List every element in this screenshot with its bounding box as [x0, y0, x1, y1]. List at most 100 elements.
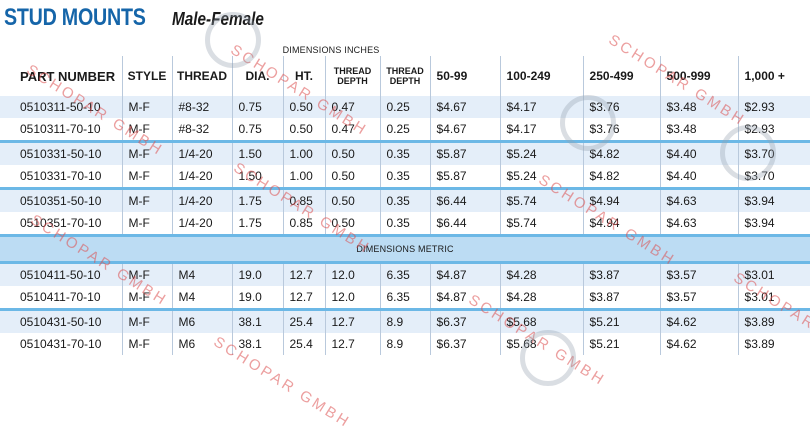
cell-ht: 0.50 [282, 96, 325, 118]
cell-thread: M4 [171, 286, 232, 310]
cell-ht: 1.00 [282, 140, 325, 165]
cell-price-250-499: $3.87 [582, 286, 661, 310]
cell-thread-depth-2: 6.35 [379, 262, 431, 286]
cell-price-1000-plus: $3.94 [737, 212, 810, 236]
cell-price-100-249: $5.68 [499, 308, 584, 333]
header-thread-depth-2: THREAD DEPTH [379, 56, 431, 96]
cell-thread-depth-1: 12.0 [324, 286, 380, 310]
cell-price-250-499: $5.21 [582, 333, 661, 355]
cell-price-500-999: $3.48 [659, 96, 739, 118]
header-style: STYLE [121, 56, 172, 96]
cell-price-500-999: $4.63 [659, 212, 739, 236]
cell-price-100-249: $4.17 [499, 118, 584, 142]
table-body: 0510311-50-10 M-F #8-32 0.75 0.50 0.47 0.25 $4.… [0, 96, 810, 355]
cell-part-number: 0510351-50-10 [0, 187, 122, 212]
cell-price-250-499: $4.94 [582, 212, 661, 236]
cell-thread-depth-1: 12.0 [324, 262, 380, 286]
cell-dia: 1.50 [231, 140, 283, 165]
header-thread-depth-1: THREAD DEPTH [324, 56, 380, 96]
cell-price-100-249: $5.24 [499, 165, 584, 189]
cell-price-1000-plus: $3.70 [737, 140, 810, 165]
cell-ht: 0.50 [282, 118, 325, 142]
cell-part-number: 0510311-70-10 [0, 118, 122, 142]
cell-ht: 1.00 [282, 165, 325, 189]
cell-thread: #8-32 [171, 118, 232, 142]
cell-price-250-499: $4.94 [582, 187, 661, 212]
cell-price-50-99: $6.37 [429, 308, 501, 333]
cell-price-50-99: $5.87 [429, 140, 501, 165]
cell-part-number: 0510411-70-10 [0, 286, 122, 310]
cell-thread-depth-1: 12.7 [324, 333, 380, 355]
cell-ht: 12.7 [282, 262, 325, 286]
cell-price-500-999: $3.48 [659, 118, 739, 142]
cell-dia: 19.0 [231, 286, 283, 310]
cell-part-number: 0510331-70-10 [0, 165, 122, 189]
cell-thread-depth-2: 0.25 [379, 118, 431, 142]
cell-price-500-999: $4.40 [659, 140, 739, 165]
cell-thread-depth-2: 8.9 [379, 333, 431, 355]
cell-price-500-999: $3.57 [659, 262, 739, 286]
header-price-500-999: 500-999 [659, 56, 739, 96]
header-part-number: PART NUMBER [20, 68, 116, 84]
dimensions-inches-label: DIMENSIONS INCHES [282, 45, 380, 55]
table-row: 0510411-50-10 M-F M4 19.0 12.7 12.0 6.35 $4.87 $… [0, 262, 810, 286]
cell-price-50-99: $5.87 [429, 165, 501, 189]
cell-price-50-99: $4.87 [429, 262, 501, 286]
title-main: STUD MOUNTS [4, 4, 146, 31]
cell-thread-depth-1: 0.50 [324, 140, 380, 165]
cell-price-1000-plus: $2.93 [737, 118, 810, 142]
cell-price-500-999: $4.63 [659, 187, 739, 212]
header-price-250-499: 250-499 [582, 56, 661, 96]
cell-style: M-F [121, 212, 172, 236]
cell-price-100-249: $4.28 [499, 286, 584, 310]
cell-style: M-F [121, 333, 172, 355]
cell-thread: #8-32 [171, 96, 232, 118]
header-price-1000-plus: 1,000 + [737, 56, 810, 96]
cell-price-250-499: $3.76 [582, 118, 661, 142]
cell-price-250-499: $4.82 [582, 165, 661, 189]
cell-thread: M6 [171, 308, 232, 333]
cell-dia: 19.0 [231, 262, 283, 286]
cell-price-250-499: $3.76 [582, 96, 661, 118]
cell-price-50-99: $4.67 [429, 118, 501, 142]
cell-dia: 1.75 [231, 187, 283, 212]
cell-thread-depth-1: 0.50 [324, 165, 380, 189]
cell-price-250-499: $3.87 [582, 262, 661, 286]
cell-ht: 12.7 [282, 286, 325, 310]
cell-price-1000-plus: $2.93 [737, 96, 810, 118]
cell-dia: 1.75 [231, 212, 283, 236]
dimensions-metric-label: DIMENSIONS METRIC [0, 234, 810, 264]
cell-thread: 1/4-20 [171, 165, 232, 189]
table-row: 0510331-50-10 M-F 1/4-20 1.50 1.00 0.50 0.35 $5… [0, 140, 810, 165]
cell-ht: 0.85 [282, 212, 325, 236]
header-row: PART NUMBER STYLE THREAD DIA. HT. THREAD… [0, 56, 810, 96]
cell-price-1000-plus: $3.89 [737, 308, 810, 333]
cell-dia: 0.75 [231, 118, 283, 142]
cell-price-100-249: $5.24 [499, 140, 584, 165]
cell-style: M-F [121, 118, 172, 142]
cell-thread: 1/4-20 [171, 212, 232, 236]
cell-price-500-999: $4.62 [659, 333, 739, 355]
cell-dia: 1.50 [231, 165, 283, 189]
table-row: 0510351-70-10 M-F 1/4-20 1.75 0.85 0.50 0.35 $6… [0, 212, 810, 236]
header-price-100-249: 100-249 [499, 56, 584, 96]
cell-thread-depth-1: 0.47 [324, 118, 380, 142]
cell-ht: 25.4 [282, 333, 325, 355]
cell-thread-depth-2: 8.9 [379, 308, 431, 333]
cell-price-100-249: $5.74 [499, 212, 584, 236]
cell-thread-depth-2: 0.35 [379, 212, 431, 236]
cell-thread-depth-1: 0.50 [324, 212, 380, 236]
cell-thread-depth-2: 0.35 [379, 140, 431, 165]
cell-thread-depth-1: 0.50 [324, 187, 380, 212]
cell-style: M-F [121, 262, 172, 286]
table-row: 0510311-50-10 M-F #8-32 0.75 0.50 0.47 0.25 $4.… [0, 96, 810, 118]
cell-price-50-99: $4.87 [429, 286, 501, 310]
cell-price-500-999: $4.40 [659, 165, 739, 189]
cell-price-50-99: $4.67 [429, 96, 501, 118]
cell-ht: 0.85 [282, 187, 325, 212]
cell-thread: 1/4-20 [171, 187, 232, 212]
cell-part-number: 0510431-70-10 [0, 333, 122, 355]
cell-price-1000-plus: $3.01 [737, 286, 810, 310]
cell-thread-depth-1: 12.7 [324, 308, 380, 333]
cell-part-number: 0510351-70-10 [0, 212, 122, 236]
